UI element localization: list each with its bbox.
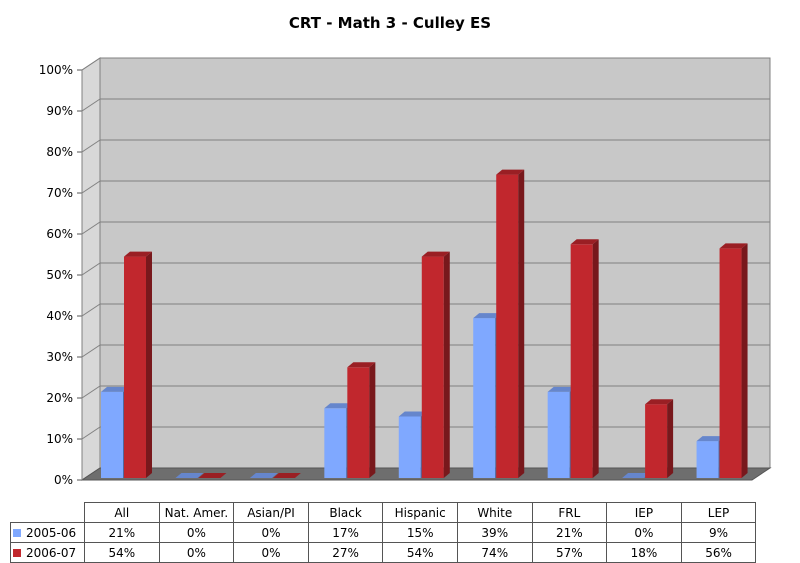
category-label: Hispanic <box>382 502 458 523</box>
table-row: 2006-07 54% 0% 0% 27% 54% 74% 57% 18% 56% <box>10 542 757 563</box>
category-label: FRL <box>531 502 608 523</box>
gridline-depth <box>81 221 101 235</box>
gridline-depth <box>81 385 101 399</box>
y-tick-label: 60% <box>46 227 73 241</box>
bar-front <box>473 318 496 478</box>
bar-front <box>347 367 370 478</box>
table-row: 2005-06 21% 0% 0% 17% 15% 39% 21% 0% 9% <box>10 522 757 543</box>
bar-front <box>324 408 347 478</box>
bar-top <box>622 473 651 478</box>
gridline-depth <box>81 180 101 194</box>
gridline-depth <box>81 57 101 71</box>
y-tick-label: 100% <box>39 63 73 77</box>
bar-top <box>696 436 725 442</box>
bar-front <box>124 256 146 478</box>
legend-swatch <box>13 549 21 557</box>
data-label: 54% <box>382 542 458 563</box>
bar-front <box>719 248 742 478</box>
bar-top <box>645 399 674 405</box>
y-tick-label: 40% <box>46 309 73 323</box>
bar-front <box>421 256 444 478</box>
gridline-depth <box>81 98 101 112</box>
data-label: 0% <box>233 522 309 543</box>
gridline-depth <box>81 344 101 358</box>
y-tick-label: 90% <box>46 104 73 118</box>
data-label: 18% <box>606 542 682 563</box>
data-label: 9% <box>680 522 757 543</box>
gridline-depth <box>81 262 101 276</box>
data-label: 0% <box>158 542 235 563</box>
data-label: 0% <box>606 522 682 543</box>
bar-side <box>369 362 376 478</box>
bar-top <box>421 251 450 257</box>
bar-side <box>741 243 748 478</box>
bar-top <box>324 403 353 409</box>
bar-top <box>175 473 204 478</box>
bar-front <box>645 404 668 478</box>
legend-label: 2006-07 <box>26 545 77 560</box>
category-label: All <box>84 502 160 523</box>
category-label: Nat. Amer. <box>158 502 235 523</box>
gridline-depth <box>81 426 101 440</box>
data-label: 0% <box>233 542 309 563</box>
bar-top <box>249 473 278 478</box>
data-label: 21% <box>84 522 160 543</box>
category-label: IEP <box>606 502 682 523</box>
data-label: 21% <box>531 522 608 543</box>
bar-chart: 0% 10% 20% 30% 40% 50% 60% 70% 80% 90% 100% <box>39 57 772 487</box>
bar-front <box>570 244 593 478</box>
data-label: 74% <box>456 542 533 563</box>
legend-swatch <box>13 529 21 537</box>
y-tick-label: 50% <box>46 268 73 282</box>
bar-top <box>101 386 129 392</box>
bar-top <box>547 386 576 392</box>
data-label: 17% <box>307 522 384 543</box>
table-corner <box>11 503 85 523</box>
data-label: 56% <box>680 542 757 563</box>
y-tick-label: 80% <box>46 145 73 159</box>
legend-entry: 2006-07 <box>10 542 85 563</box>
y-tick-label: 10% <box>46 432 73 446</box>
bar-front <box>496 174 519 478</box>
bar-top <box>347 362 376 368</box>
data-label: 54% <box>84 542 160 563</box>
gridline-depth <box>81 139 101 153</box>
bar-top <box>124 251 152 257</box>
bar-top <box>570 239 599 245</box>
data-label: 39% <box>456 522 533 543</box>
bar-top <box>719 243 748 249</box>
bar-front <box>101 391 123 478</box>
category-label: LEP <box>680 502 757 523</box>
bar-top <box>272 473 301 478</box>
bar-top <box>496 169 525 175</box>
bar-side <box>146 251 152 478</box>
bar-top <box>398 411 427 417</box>
bar-side <box>592 239 599 478</box>
bar-top <box>198 473 227 478</box>
data-label: 15% <box>382 522 458 543</box>
data-label: 27% <box>307 542 384 563</box>
y-tick-label: 70% <box>46 186 73 200</box>
y-tick-label: 30% <box>46 350 73 364</box>
bar-side <box>667 399 674 478</box>
y-tick-label: 0% <box>54 473 73 487</box>
category-label: White <box>456 502 533 523</box>
category-label: Black <box>307 502 384 523</box>
table-header-row: All Nat. Amer. Asian/PI Black Hispanic White F… <box>11 502 757 523</box>
data-label: 57% <box>531 542 608 563</box>
gridline-depth <box>81 303 101 317</box>
data-label: 0% <box>158 522 235 543</box>
category-label: Asian/PI <box>233 502 309 523</box>
bar-front <box>547 391 570 478</box>
data-table: All Nat. Amer. Asian/PI Black Hispanic White F… <box>10 502 757 563</box>
bar-front <box>696 441 719 478</box>
legend-entry: 2005-06 <box>10 522 85 543</box>
bar-top <box>473 313 502 319</box>
bar-side <box>518 169 525 478</box>
y-tick-label: 20% <box>46 391 73 405</box>
bar-side <box>443 251 450 478</box>
bar-front <box>398 416 421 478</box>
chart-title: CRT - Math 3 - Culley ES <box>288 14 492 32</box>
legend-label: 2005-06 <box>26 525 77 540</box>
